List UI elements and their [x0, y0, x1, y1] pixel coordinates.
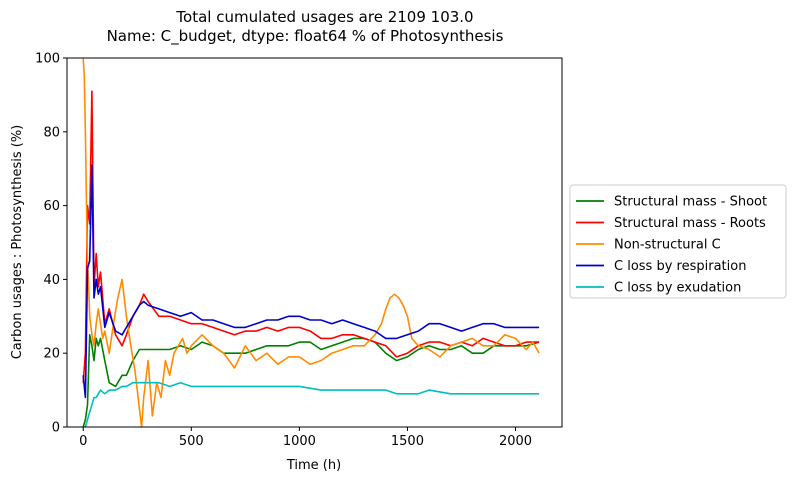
y-tick-label: 20 — [43, 347, 60, 362]
ticks-layer: 0 500 1000 1500 2000 0 20 40 60 80 100 — [35, 52, 532, 450]
legend-box — [569, 184, 787, 299]
legend-label-4: C loss by respiration — [614, 259, 746, 274]
x-tick-label: 2000 — [499, 434, 532, 449]
series-line-1 — [82, 333, 540, 427]
y-tick-label: 40 — [43, 273, 60, 288]
x-axis-label: Time (h) — [286, 458, 341, 473]
x-tick-label: 500 — [179, 434, 204, 449]
series-line-4 — [82, 164, 540, 399]
x-tick-label: 1000 — [283, 434, 316, 449]
chart-title-line1: Total cumulated usages are 2109 103.0 — [175, 8, 473, 26]
chart-title-line2: Name: C_budget, dtype: float64 % of Phot… — [107, 27, 504, 46]
y-tick-label: 60 — [43, 199, 60, 214]
y-tick-label: 80 — [43, 125, 60, 140]
series-line-5 — [83, 381, 540, 427]
series-layer — [82, 58, 540, 427]
series-line-3 — [82, 58, 540, 427]
plot-frame — [66, 57, 563, 428]
legend: Structural mass - Shoot Structural mass -… — [569, 184, 787, 299]
y-tick-label: 0 — [52, 421, 60, 436]
legend-label-3: Non-structural C — [614, 238, 721, 253]
legend-label-1: Structural mass - Shoot — [614, 195, 767, 210]
y-axis-label: Carbon usages : Photosynthesis (%) — [10, 125, 25, 360]
legend-label-2: Structural mass - Roots — [614, 216, 766, 231]
legend-label-5: C loss by exudation — [614, 281, 741, 296]
x-tick-label: 0 — [79, 434, 87, 449]
x-tick-label: 1500 — [391, 434, 424, 449]
y-tick-label: 100 — [35, 52, 60, 67]
